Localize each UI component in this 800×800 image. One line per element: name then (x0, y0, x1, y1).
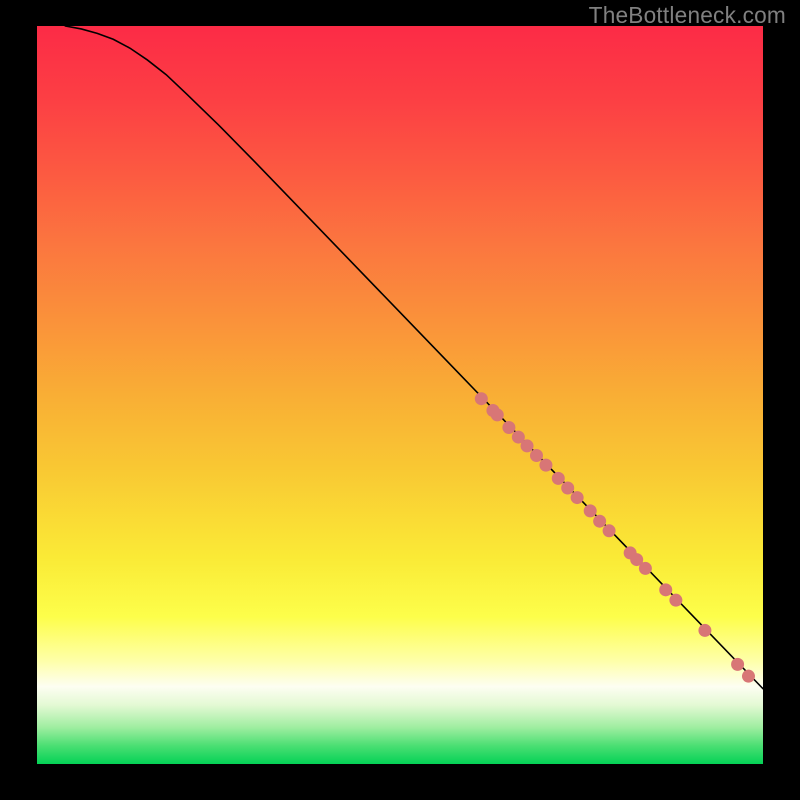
marker-dot (475, 392, 488, 405)
markers-group (475, 392, 755, 682)
marker-dot (659, 583, 672, 596)
watermark-text: TheBottleneck.com (589, 2, 786, 29)
chart-svg (37, 26, 763, 764)
marker-dot (593, 515, 606, 528)
marker-dot (603, 524, 616, 537)
marker-dot (521, 439, 534, 452)
marker-dot (561, 481, 574, 494)
marker-dot (552, 472, 565, 485)
marker-dot (698, 624, 711, 637)
marker-dot (742, 670, 755, 683)
marker-dot (530, 449, 543, 462)
plot-area (37, 26, 763, 764)
marker-dot (571, 491, 584, 504)
marker-dot (539, 459, 552, 472)
marker-dot (639, 562, 652, 575)
marker-dot (731, 658, 744, 671)
marker-dot (491, 408, 504, 421)
curve-line (65, 26, 763, 689)
marker-dot (669, 594, 682, 607)
marker-dot (584, 504, 597, 517)
chart-frame: TheBottleneck.com (0, 0, 800, 800)
marker-dot (502, 421, 515, 434)
